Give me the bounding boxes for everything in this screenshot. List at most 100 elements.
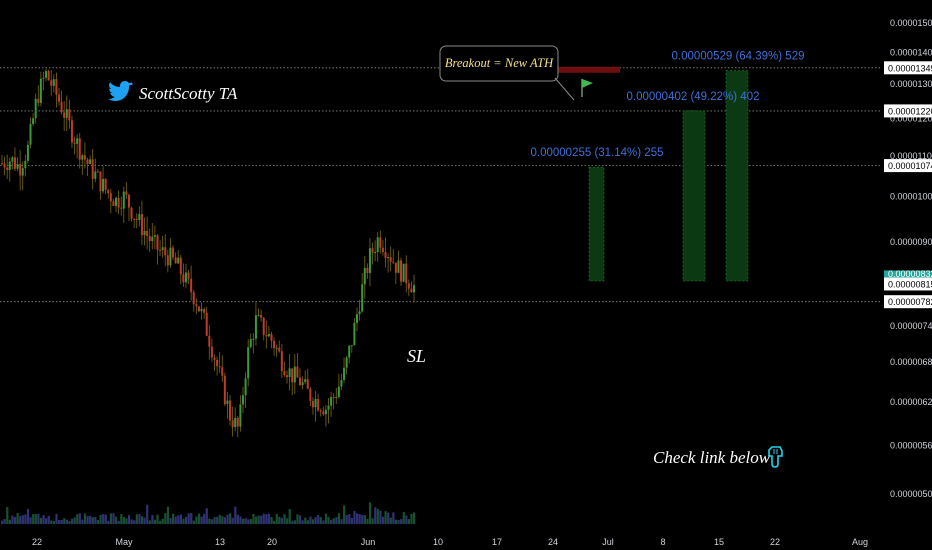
volume-bar: [187, 513, 190, 524]
candle-body: [99, 171, 102, 192]
candle-body: [363, 267, 366, 285]
check-link-text: Check link below: [653, 448, 771, 467]
volume-bar: [348, 514, 351, 524]
candle-body: [184, 272, 187, 283]
volume-bar: [288, 508, 291, 524]
candle-body: [37, 98, 40, 103]
volume-bar: [368, 502, 372, 524]
breakout-callout: Breakout = New ATH: [439, 45, 593, 101]
candle-body: [327, 405, 330, 410]
twitter-bird-icon: [108, 81, 133, 101]
candle-body: [3, 163, 6, 168]
volume-bar: [151, 515, 154, 524]
candle-body: [296, 366, 299, 378]
candle-body: [319, 410, 322, 412]
volume-bar: [81, 519, 84, 524]
candle-body: [317, 398, 320, 411]
candle-body: [50, 80, 53, 86]
level-label: 0.00001349: [888, 63, 932, 73]
volume-bar: [394, 519, 398, 524]
volume-bar: [16, 513, 19, 524]
volume-bar: [241, 518, 245, 524]
candle-body: [221, 367, 224, 376]
candle-body: [330, 397, 333, 406]
candle-body: [172, 247, 175, 258]
candle-body: [358, 311, 361, 315]
volume-bar: [179, 514, 182, 524]
volume-bar: [99, 514, 102, 524]
candle-body: [190, 278, 193, 293]
volume-bar: [254, 516, 258, 524]
volume-bar: [120, 514, 123, 524]
candle-body: [6, 167, 9, 170]
candle-body: [68, 109, 71, 121]
candle-body: [125, 191, 128, 195]
volume-bar: [327, 517, 330, 524]
volume-bar: [133, 520, 136, 524]
x-tick-label: 22: [770, 537, 780, 547]
volume-bar: [229, 513, 232, 524]
volume-bar: [143, 517, 146, 524]
volume-bar: [381, 516, 385, 524]
x-tick-label: 24: [548, 537, 558, 547]
volume-bar: [192, 520, 195, 524]
check-link[interactable]: Check link below: [653, 446, 783, 468]
volume-bar: [135, 514, 138, 524]
candle-body: [19, 164, 22, 176]
volume-bar: [177, 515, 180, 524]
candle-body: [146, 230, 149, 236]
candle-body: [304, 379, 307, 383]
candle-body: [275, 347, 278, 349]
candle-body: [402, 263, 405, 282]
candle-body: [324, 409, 327, 415]
prev-price-label-bg: [884, 270, 932, 278]
candle-body: [379, 237, 382, 248]
flag-icon: [581, 79, 593, 97]
brand: ScottScotty TA: [108, 81, 238, 103]
candle-body: [208, 335, 211, 347]
volume-bar: [407, 519, 411, 524]
volume-bar: [371, 518, 374, 524]
candle-body: [107, 189, 110, 194]
candle-body: [11, 157, 14, 162]
volume-bar: [322, 520, 325, 524]
volume-bar: [104, 514, 107, 524]
volume-bar: [122, 517, 125, 524]
candle-body: [213, 357, 216, 360]
candle-body: [109, 193, 112, 202]
volume-bar: [130, 519, 133, 524]
candle-body: [210, 346, 213, 358]
volume-bar: [91, 517, 94, 524]
candle-body: [1, 163, 3, 165]
volume-bar: [166, 506, 170, 524]
candle-series: [1, 68, 415, 438]
candle-body: [293, 366, 296, 383]
candle-body: [371, 248, 374, 253]
volume-bar: [293, 520, 297, 524]
volume-bar: [413, 512, 416, 524]
volume-bar: [148, 520, 151, 524]
volume-bar: [200, 516, 203, 524]
target-box: [682, 110, 706, 282]
candle-body: [143, 230, 146, 236]
candle-body: [187, 272, 190, 279]
candle-body: [236, 417, 239, 427]
volume-bar: [262, 513, 265, 524]
candle-body: [104, 178, 107, 190]
volume-bar: [244, 518, 247, 524]
volume-bar: [273, 520, 276, 524]
candle-body: [249, 339, 252, 348]
volume-bar: [117, 520, 120, 524]
volume-bar: [223, 517, 227, 524]
candle-body: [70, 120, 73, 143]
candle-body: [138, 214, 141, 221]
volume-bar: [174, 516, 177, 524]
candle-body: [179, 257, 182, 275]
candle-body: [280, 351, 283, 372]
volume-bar: [161, 518, 164, 524]
